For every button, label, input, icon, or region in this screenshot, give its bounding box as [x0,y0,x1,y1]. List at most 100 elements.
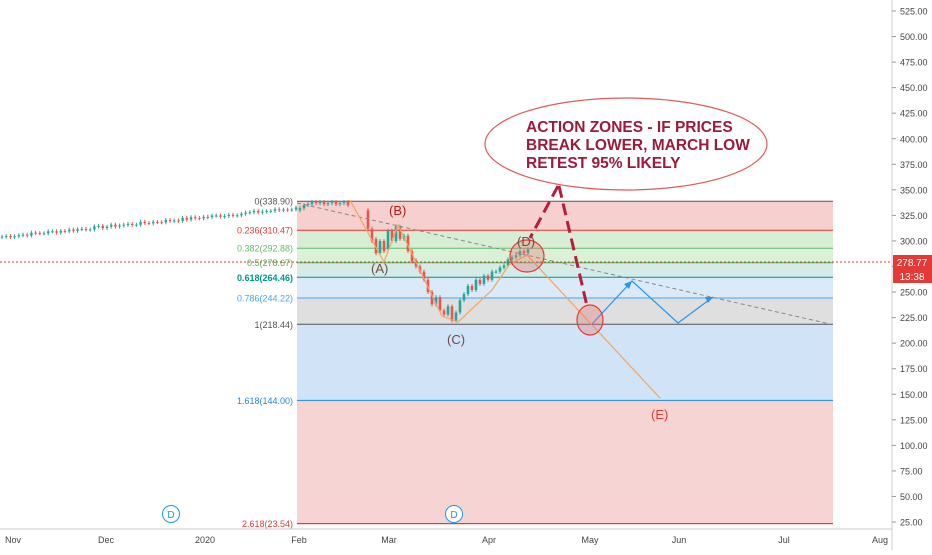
candle-body [215,215,218,217]
candle-body [63,230,67,232]
candle-body [72,229,75,231]
candle-body [322,202,326,205]
candle-body [26,234,29,236]
candle-body [526,249,530,254]
candle-body [118,225,121,227]
y-tick-label: 50.00 [900,492,923,502]
candle-body [378,240,382,254]
fib-level-label: 1.618(144.00) [237,396,293,406]
action-zone-d-circle[interactable] [509,239,545,273]
candle-body [181,217,184,221]
fib-zone-0382-05 [297,248,833,262]
candle-body [418,266,422,272]
candle-body [194,217,197,219]
candle-body [156,221,159,223]
y-tick-label: 450.00 [900,83,928,93]
candle-body [342,202,346,204]
candle-body [314,202,318,204]
countdown-box [893,269,932,283]
x-tick-label: Nov [5,535,22,545]
candle-body [76,229,79,231]
candle-body [514,255,518,258]
trend-line[interactable] [296,202,831,325]
candle-body [438,297,442,311]
candle-body [55,231,58,233]
candle-body [302,205,306,209]
candle-body [330,202,334,204]
candle-body [84,228,88,230]
candle-body [490,271,494,280]
y-tick-label: 350.00 [900,185,928,195]
candle-body [298,208,302,211]
callout-pointer-right [557,185,589,307]
wave-label-e: (E) [651,407,668,422]
candle-body [210,215,214,218]
fib-level-label: 0.382(292.88) [237,244,293,254]
wave-path[interactable] [349,199,661,399]
wave-label-c: (C) [447,332,465,347]
candle-body [422,271,426,280]
candle-body [450,306,454,321]
callout-bubble[interactable] [484,97,768,191]
fib-zone-1-1618 [297,324,833,401]
projection-arrow-2 [705,297,713,303]
candle-body [486,275,490,280]
candle-body [114,224,117,227]
candle-body [0,236,4,238]
candle-body [466,285,470,295]
candle-body [122,224,125,226]
x-tick-label: Dec [98,535,115,545]
candle-body [105,226,109,229]
candle-body [89,229,92,231]
price-label: 278.77 [897,258,928,269]
x-tick-label: 2020 [195,535,215,545]
candle-body [93,226,96,230]
y-tick-label: 75.00 [900,466,923,476]
y-tick-label: 100.00 [900,441,928,451]
time-axis[interactable]: Nov Dec 2020 Feb Mar Apr May Jun Jul Aug [5,535,888,545]
candle-body [462,294,466,301]
candle-body [261,211,264,213]
candle-body [278,209,281,211]
fib-lines [297,200,833,524]
y-tick-label: 525.00 [900,7,928,17]
projection-path[interactable] [591,280,714,325]
y-tick-label: 200.00 [900,339,928,349]
candle-body [135,224,138,226]
candle-body [131,223,134,225]
fib-labels: 0(338.90) 0.236(310.47) 0.382(292.88) 0.5(2… [237,197,293,529]
candle-body [42,233,46,235]
candle-body [294,207,298,210]
candle-body [482,275,486,284]
candle-body [231,214,235,216]
wave-label-d: (D) [517,234,535,249]
event-marker-1[interactable]: D [162,505,180,523]
y-tick-label: 150.00 [900,390,928,400]
fib-level-label: 1(218.44) [254,320,293,330]
fib-level-label: 0.786(244.22) [237,293,293,303]
candle-body [30,232,33,236]
candle-body [34,232,37,234]
candle-body [51,231,54,233]
candle-body [219,215,222,217]
fib-zone-0236-0382 [297,231,833,248]
fib-level-label: 2.618(23.54) [242,519,293,529]
action-zone-low-circle[interactable] [576,304,604,336]
wave-label-a: (A) [371,261,388,276]
event-marker-2[interactable]: D [445,505,463,523]
y-tick-label: 400.00 [900,134,928,144]
candle-body [522,251,526,254]
candle-body [97,225,100,227]
candle-body [152,221,155,224]
callout-line-1: ACTION ZONES - IF PRICES [526,119,733,136]
candle-body [101,225,104,229]
fib-zone-0618-0786 [297,277,833,298]
candle-body [21,234,25,236]
candle-body [248,212,251,214]
candle-body [177,220,180,222]
candle-body [346,202,350,206]
candle-body [306,204,310,206]
candle-body [318,202,322,204]
